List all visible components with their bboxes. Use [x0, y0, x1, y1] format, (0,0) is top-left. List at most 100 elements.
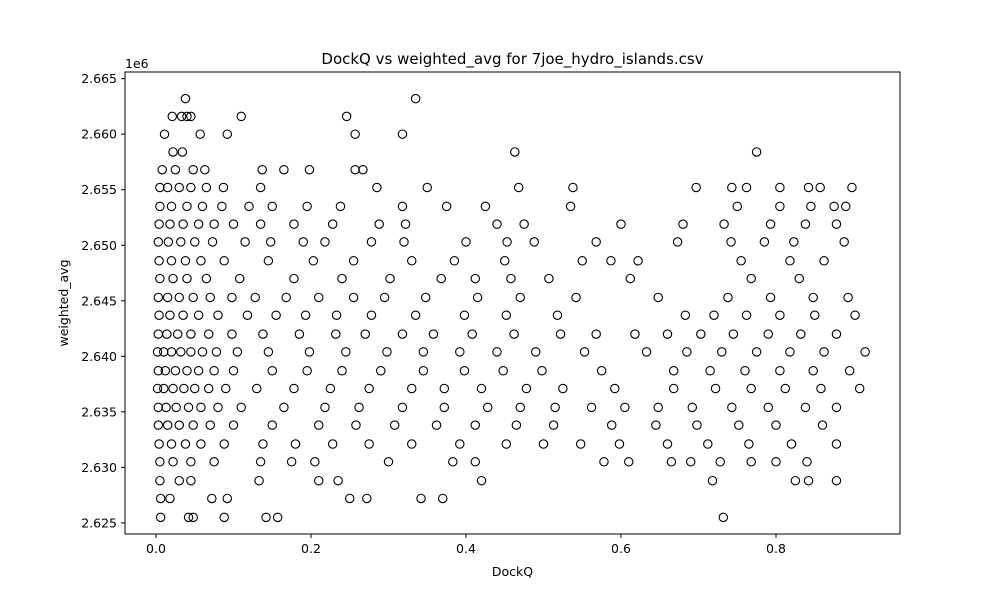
data-point [765, 219, 776, 229]
data-point [510, 147, 520, 157]
data-point [498, 365, 508, 376]
data-point [331, 329, 341, 339]
data-point [258, 439, 268, 449]
data-point [789, 237, 799, 247]
data-point [519, 219, 529, 229]
data-point [850, 310, 860, 320]
data-point [428, 329, 439, 339]
data-point [492, 347, 502, 357]
data-point [162, 420, 173, 430]
data-point [255, 457, 266, 467]
data-point [289, 219, 299, 229]
data-point [159, 129, 170, 139]
data-point [515, 402, 525, 413]
data-point [790, 475, 801, 486]
data-point [678, 219, 688, 229]
data-point [723, 292, 733, 303]
data-point [182, 365, 192, 376]
data-point [178, 310, 188, 320]
data-point [794, 273, 804, 284]
data-point [209, 457, 219, 467]
data-point [304, 164, 315, 175]
data-point [166, 439, 177, 449]
data-point [166, 347, 177, 357]
data-point [555, 329, 566, 339]
data-point [153, 420, 164, 430]
data-point [513, 182, 524, 193]
data-point [244, 201, 254, 212]
data-point [168, 147, 178, 157]
data-point [228, 365, 239, 376]
data-point [183, 402, 194, 413]
x-tick-label: 0.8 [766, 541, 786, 556]
x-tick-label: 0.6 [611, 541, 631, 556]
data-point [153, 365, 164, 376]
data-point [759, 237, 770, 247]
data-point [174, 475, 185, 486]
data-point [196, 439, 206, 449]
data-point [252, 383, 262, 394]
data-point [294, 329, 305, 339]
data-point [325, 383, 336, 394]
data-point [364, 439, 374, 449]
data-point [267, 420, 277, 430]
data-point [666, 457, 677, 467]
data-point [155, 512, 166, 523]
data-point [201, 273, 212, 284]
data-point [289, 383, 299, 394]
data-point [420, 292, 431, 303]
y-tick-label: 2.665 [81, 71, 117, 86]
data-point [168, 457, 178, 467]
data-point [538, 439, 549, 449]
data-point [831, 402, 842, 413]
data-point [193, 310, 204, 320]
data-point [472, 292, 483, 303]
data-point [829, 201, 839, 212]
data-point [633, 256, 643, 266]
data-point [186, 457, 196, 467]
data-point [159, 383, 169, 394]
data-point [716, 347, 727, 357]
data-point [327, 219, 338, 229]
data-point [289, 273, 299, 284]
data-point [348, 256, 359, 266]
data-point [374, 219, 384, 229]
data-point [579, 347, 590, 357]
data-point [186, 475, 196, 486]
data-point [476, 383, 487, 394]
data-point [211, 347, 222, 357]
data-point [511, 420, 522, 430]
data-point [418, 365, 429, 376]
data-point [170, 164, 181, 175]
data-point [808, 292, 818, 303]
data-point [816, 383, 826, 394]
data-point [596, 365, 607, 376]
data-point [217, 201, 227, 212]
data-point [616, 219, 626, 229]
plot-frame [124, 71, 901, 535]
data-point [591, 329, 601, 339]
y-axis-label: weighted_avg [56, 259, 71, 346]
data-point [183, 512, 194, 523]
data-point [422, 182, 432, 193]
data-point [197, 347, 208, 357]
data-point [333, 475, 343, 486]
data-point [515, 292, 525, 303]
data-point [168, 383, 178, 394]
data-point [544, 273, 554, 284]
data-point [205, 420, 216, 430]
data-point [219, 439, 229, 449]
x-tick-label: 0.0 [146, 541, 166, 556]
x-axis-label: DockQ [492, 564, 533, 579]
data-point [153, 402, 164, 413]
data-point [188, 420, 198, 430]
data-point [236, 111, 247, 122]
data-point [203, 383, 214, 394]
data-point [568, 182, 578, 193]
data-point [170, 365, 181, 376]
data-point [775, 310, 785, 320]
data-point [831, 329, 842, 339]
data-point [461, 237, 471, 247]
data-point [815, 182, 825, 193]
